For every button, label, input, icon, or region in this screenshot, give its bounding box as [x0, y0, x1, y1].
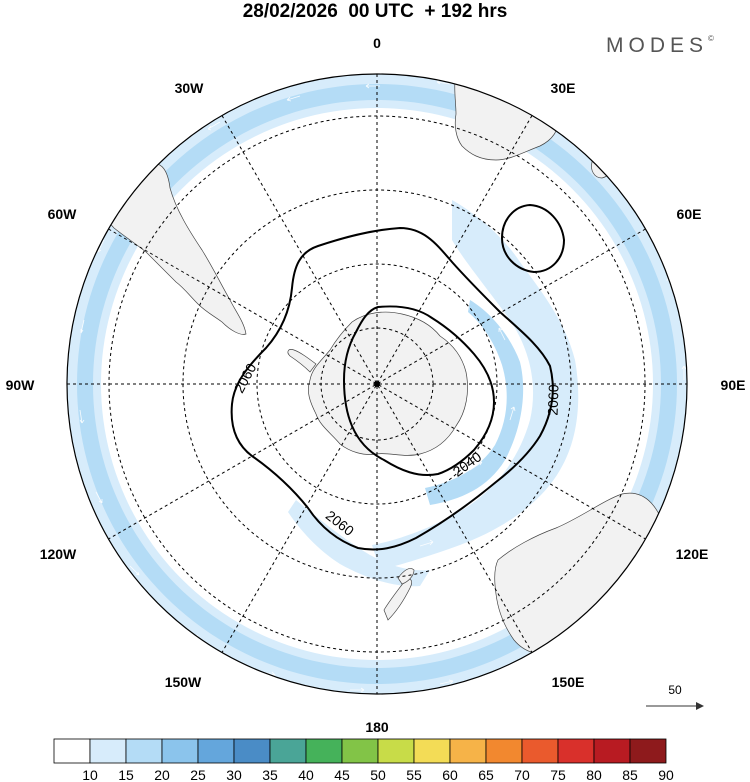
- colorbar-swatch: [125, 738, 163, 764]
- lon-label-60w: 60W: [48, 206, 78, 222]
- map-title: 28/02/2026 00 UTC + 192 hrs: [242, 1, 508, 22]
- jet-band-south: [288, 500, 430, 587]
- colorbar-swatch: [305, 738, 343, 764]
- lon-label-90e: 90E: [721, 377, 746, 393]
- colorbar-tick-label: 60: [442, 767, 458, 782]
- colorbar-tick-label: 70: [514, 767, 530, 782]
- colorbar-tick-label: 65: [478, 767, 494, 782]
- colorbar-tick-label: 80: [586, 767, 602, 782]
- lon-label-120e: 120E: [676, 546, 709, 562]
- reference-vector: 50: [646, 683, 704, 710]
- colorbar-swatch: [377, 738, 415, 764]
- longitude-labels: 0 30E 60E 90E 120E 150E 180 150W 120W 90…: [6, 35, 746, 735]
- colorbar-swatch: [89, 738, 127, 764]
- modes-logo: MODES©: [606, 34, 714, 58]
- contour-high: [500, 203, 566, 274]
- lon-label-0: 0: [373, 35, 381, 51]
- colorbar-swatch: [53, 738, 91, 764]
- colorbar-swatch: [521, 738, 559, 764]
- colorbar-swatch: [557, 738, 595, 764]
- colorbar-swatch: [485, 738, 523, 764]
- colorbar-swatch: [341, 738, 379, 764]
- colorbar-tick-label: 30: [226, 767, 242, 782]
- south-pole-dot: [374, 381, 380, 387]
- lon-label-120w: 120W: [40, 546, 77, 562]
- lon-label-150e: 150E: [552, 674, 585, 690]
- colorbar-swatch: [161, 738, 199, 764]
- new-zealand-north: [397, 568, 415, 585]
- lon-label-150w: 150W: [165, 674, 202, 690]
- logo-text: MODES: [606, 34, 709, 57]
- colorbar-tick-label: 75: [550, 767, 566, 782]
- south-america: [104, 163, 247, 335]
- map-border: [66, 73, 688, 695]
- colorbar-tick-label: 85: [622, 767, 638, 782]
- lon-label-60e: 60E: [677, 206, 702, 222]
- contour-2060: [230, 226, 554, 551]
- colorbar-tick-label: 45: [334, 767, 350, 782]
- colorbar-swatch: [197, 738, 235, 764]
- colorbar-swatch: [629, 738, 667, 764]
- colorbar-tick-label: 10: [82, 767, 98, 782]
- reference-vector-label: 50: [668, 683, 682, 697]
- meridians: [67, 74, 687, 694]
- colorbar-tick-label: 55: [406, 767, 422, 782]
- colorbar-tick-label: 35: [262, 767, 278, 782]
- new-zealand-south: [383, 578, 412, 621]
- antarctic-peninsula: [287, 349, 317, 373]
- jet-band-east: [372, 200, 579, 570]
- colorbar-tick-label: 20: [154, 767, 170, 782]
- colorbar-tick-label: 40: [298, 767, 314, 782]
- colorbar-tick-label: 25: [190, 767, 206, 782]
- colorbar-swatch: [449, 738, 487, 764]
- lon-label-30w: 30W: [175, 80, 205, 96]
- colorbar: 10 15 20 25 30 35 40 45 50 55 60 65 70 75 80 85 90: [53, 738, 674, 782]
- colorbar-tick-label: 15: [118, 767, 134, 782]
- logo-mark: ©: [708, 34, 714, 43]
- colorbar-swatch: [593, 738, 631, 764]
- contours: [230, 203, 566, 551]
- colorbar-swatch: [269, 738, 307, 764]
- lon-label-90w: 90W: [6, 377, 36, 393]
- colorbar-tick-label: 50: [370, 767, 386, 782]
- colorbar-tick-label: 90: [658, 767, 674, 782]
- lon-label-30e: 30E: [551, 80, 576, 96]
- colorbar-swatch: [413, 738, 451, 764]
- colorbar-swatch: [233, 738, 271, 764]
- contour-2040: [342, 305, 496, 476]
- contour-label-east: 2060: [544, 384, 561, 416]
- lon-label-180: 180: [365, 719, 389, 735]
